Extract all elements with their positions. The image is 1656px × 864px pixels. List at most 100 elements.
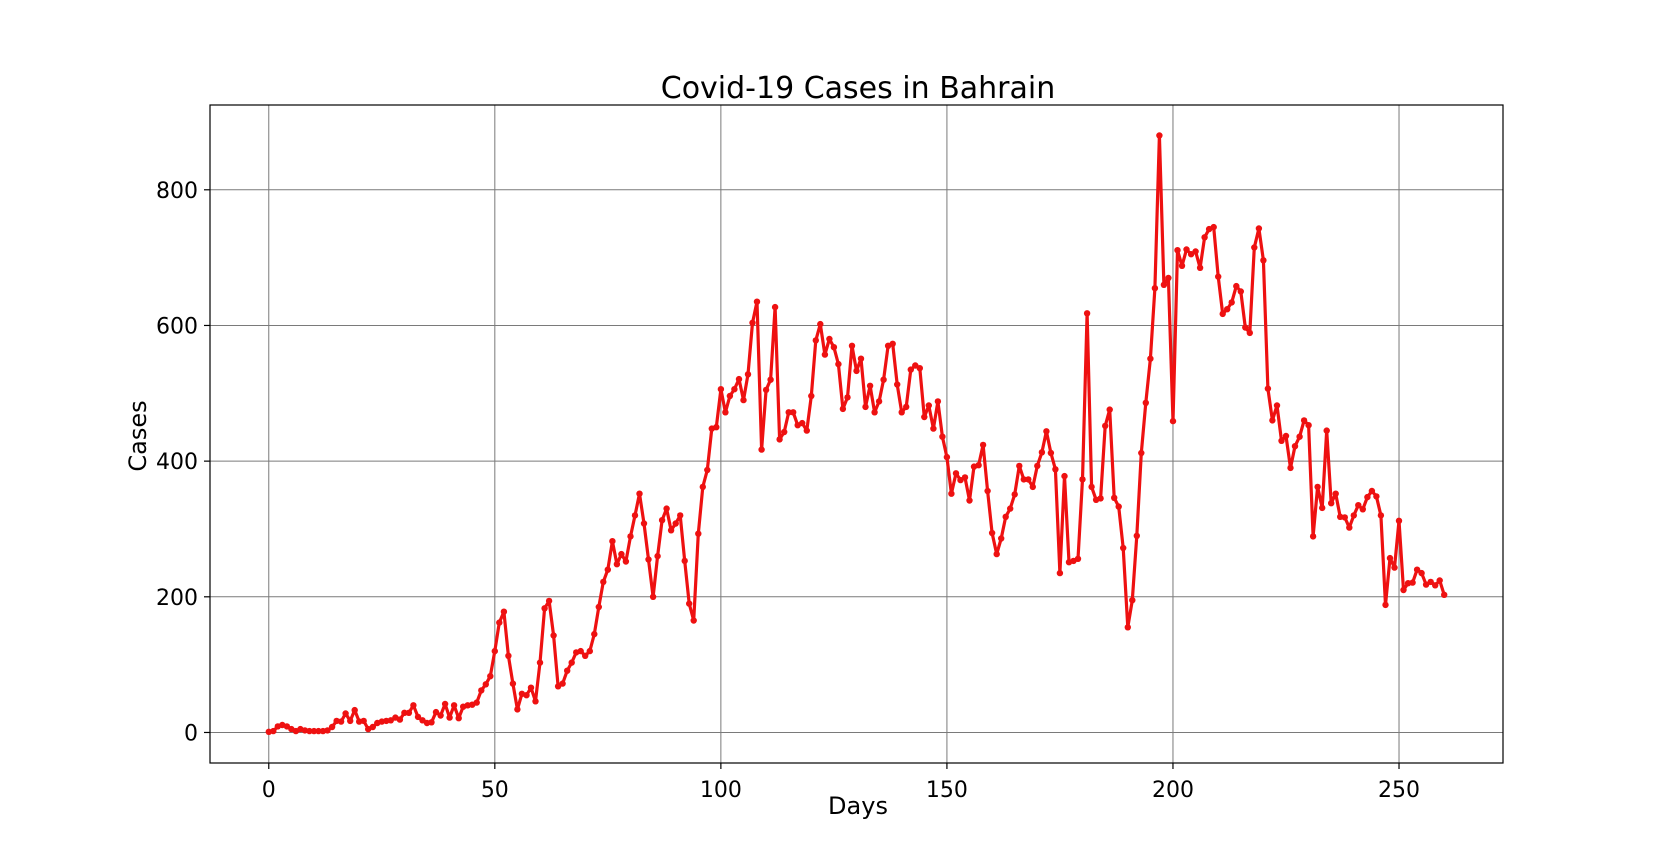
data-point [360,717,367,725]
data-point [952,470,960,477]
data-point [1178,262,1186,269]
data-point [1029,483,1037,491]
x-axis-ticks: 0 50 100 150 200 250 [262,763,1420,803]
data-point [342,710,349,717]
data-point [1151,285,1159,292]
data-point [943,453,951,461]
data-point [1169,417,1177,425]
data-point [1016,462,1023,470]
data-point [1237,288,1245,295]
data-point [1409,579,1416,586]
data-point [812,337,819,344]
data-point [1395,517,1403,524]
data-point [1300,417,1308,424]
data-point [735,375,743,383]
data-point [1427,578,1434,586]
data-point [1201,234,1208,241]
data-point [496,619,503,626]
data-point [740,396,747,404]
data-point [979,441,987,449]
data-point [948,490,955,497]
data-point [337,718,345,725]
data-point [785,409,792,416]
y-axis-label: Cases [124,400,152,471]
data-point [514,706,521,713]
data-point [998,535,1005,542]
data-point [1418,569,1425,577]
data-point [1215,273,1222,280]
data-point [984,487,991,495]
data-point [762,386,770,394]
data-point [491,647,498,655]
data-point [817,320,824,328]
data-point [582,652,589,659]
data-point [1219,310,1226,318]
data-point [889,340,896,347]
data-point [1142,399,1150,406]
data-point [1382,601,1389,609]
data-point [1192,248,1199,255]
data-point [600,578,607,586]
data-point [1287,464,1294,472]
data-point [1160,281,1168,288]
data-point [604,566,611,573]
data-point [613,561,621,568]
data-point [857,355,865,362]
data-point [523,692,530,699]
data-point [704,466,711,474]
x-tick-label: 100 [700,778,742,803]
data-point [1391,564,1398,571]
data-point [324,727,331,734]
data-point [437,712,444,719]
y-tick-label: 800 [156,179,198,204]
data-point [1246,329,1254,337]
data-point [627,533,634,540]
data-point [808,392,815,400]
x-tick-label: 250 [1378,778,1420,803]
data-point [568,659,575,666]
data-point [1034,462,1041,470]
data-point [509,680,517,687]
data-point [1111,494,1118,501]
data-point [564,667,571,674]
data-point [1120,544,1127,552]
data-point [1025,476,1032,483]
data-point [1147,355,1154,362]
data-point [966,497,973,504]
data-point [1314,483,1321,491]
data-point [1386,554,1394,562]
data-point [328,723,336,731]
data-point [853,367,860,375]
data-point [880,376,887,383]
data-point [1088,483,1095,491]
data-point [894,381,901,388]
data-point [1007,505,1014,512]
data-point [1074,555,1082,562]
data-point [934,398,942,405]
data-point [1061,472,1068,480]
data-point [1011,491,1018,498]
data-point [541,605,548,612]
data-point [781,428,788,436]
data-point [586,647,593,655]
data-point [749,319,756,326]
data-point [1228,299,1235,306]
data-point [1359,506,1367,513]
data-point [821,351,829,358]
data-point [744,371,752,378]
data-point [866,382,874,389]
data-point [1174,247,1181,254]
data-point [609,538,616,545]
data-point [1273,402,1281,409]
data-point [618,550,625,558]
data-point [1196,264,1204,271]
data-point [347,717,354,725]
data-point [1296,433,1303,440]
data-point [649,593,657,600]
data-point [401,709,408,716]
data-point [1097,495,1104,502]
data-point [663,505,670,512]
data-point [767,376,774,383]
data-point [1115,503,1122,510]
data-point [1278,437,1285,444]
